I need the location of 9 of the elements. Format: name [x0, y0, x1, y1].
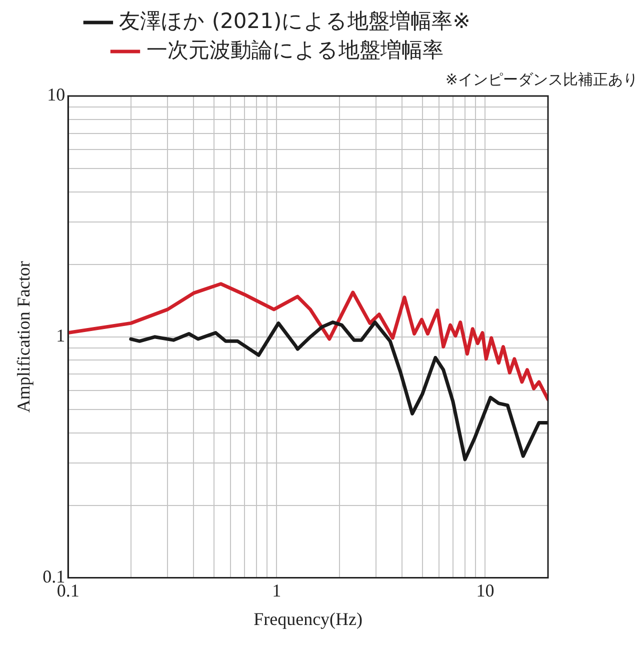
legend-label: 友澤ほか (2021)による地盤増幅率※ [119, 8, 470, 33]
x-tick-label: 1 [272, 580, 282, 600]
y-tick-label: 1 [56, 326, 66, 346]
text: ※インピーダンス比補正あり [445, 70, 638, 88]
y-tick-label: 10 [47, 84, 66, 105]
x-tick-label: 10 [476, 580, 494, 600]
x-axis-title: Frequency(Hz) [254, 608, 363, 629]
y-axis-title: Amplification Factor [14, 261, 34, 413]
legend-label: 一次元波動論による地盤増幅率 [146, 38, 444, 62]
